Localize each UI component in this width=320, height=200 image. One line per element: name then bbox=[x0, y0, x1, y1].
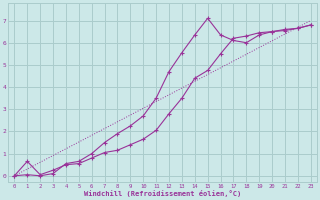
X-axis label: Windchill (Refroidissement éolien,°C): Windchill (Refroidissement éolien,°C) bbox=[84, 190, 241, 197]
